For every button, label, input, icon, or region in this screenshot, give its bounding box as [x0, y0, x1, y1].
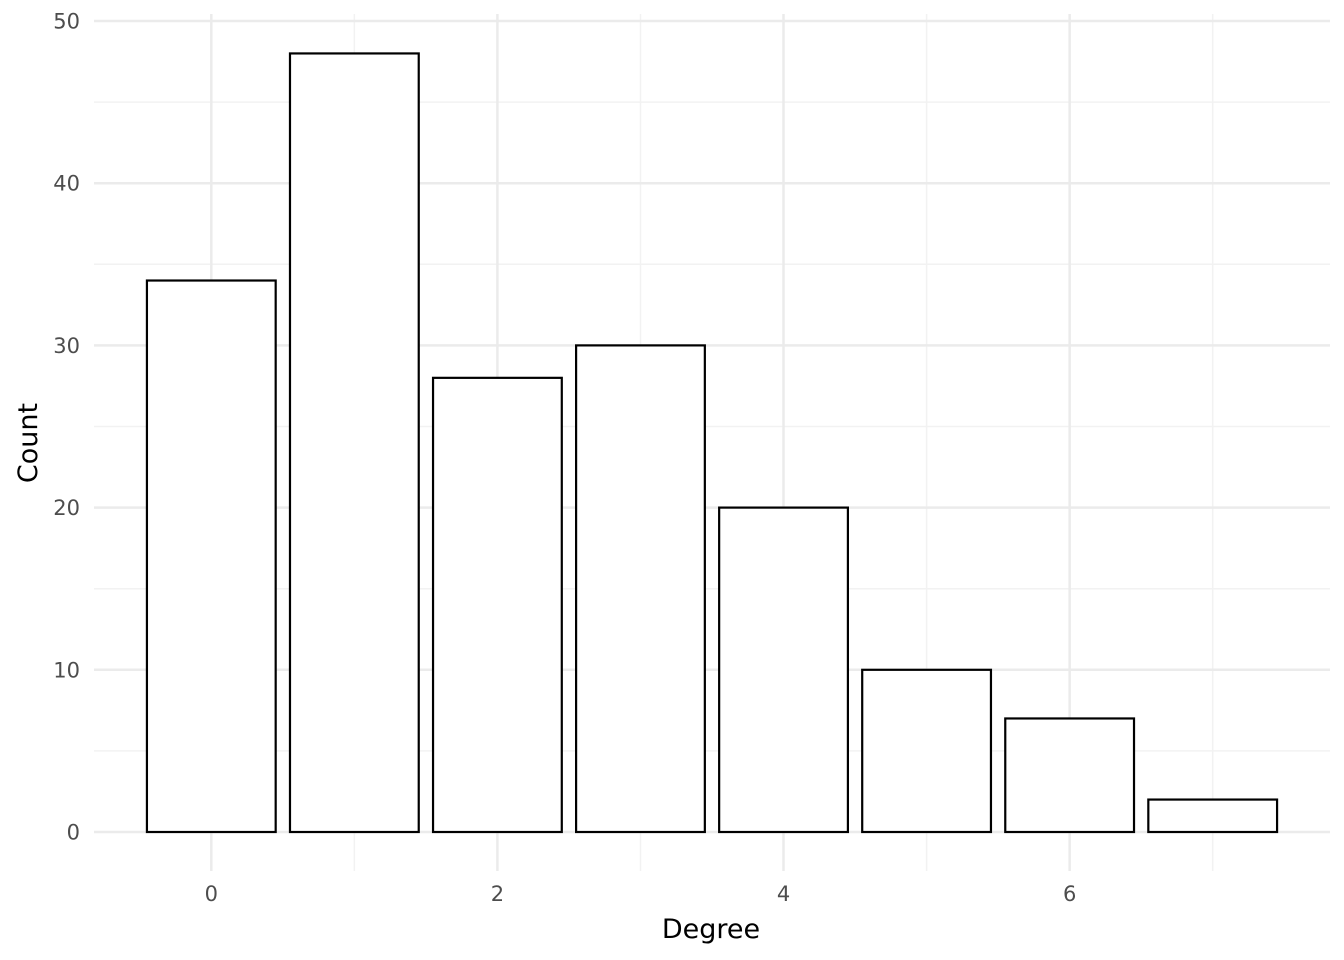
bar-degree-3 — [574, 344, 706, 834]
y-tick-label: 50 — [53, 10, 80, 34]
x-tick-label: 4 — [777, 882, 790, 906]
y-tick-label: 0 — [67, 821, 80, 845]
y-tick-label: 30 — [53, 334, 80, 358]
bar-degree-7 — [1147, 798, 1279, 834]
minor-gridlines — [94, 14, 1330, 871]
y-axis-title: Count — [13, 403, 44, 483]
major-gridlines — [94, 14, 1330, 871]
x-tick-label: 6 — [1063, 882, 1076, 906]
x-axis-tick-labels: 0 2 4 6 — [205, 882, 1077, 906]
bars — [145, 52, 1279, 834]
bar-degree-0 — [145, 279, 277, 834]
bar-degree-2 — [431, 376, 563, 834]
bar-degree-5 — [861, 668, 993, 834]
y-tick-label: 20 — [53, 496, 80, 520]
bar-degree-4 — [718, 506, 850, 834]
bar-degree-6 — [1004, 717, 1136, 834]
y-tick-label: 40 — [53, 172, 80, 196]
x-tick-label: 0 — [205, 882, 218, 906]
y-tick-label: 10 — [53, 658, 80, 682]
x-tick-label: 2 — [491, 882, 504, 906]
bar-degree-1 — [288, 52, 420, 834]
x-axis-title: Degree — [662, 914, 760, 945]
y-axis-tick-labels: 0 10 20 30 40 50 — [53, 10, 80, 845]
